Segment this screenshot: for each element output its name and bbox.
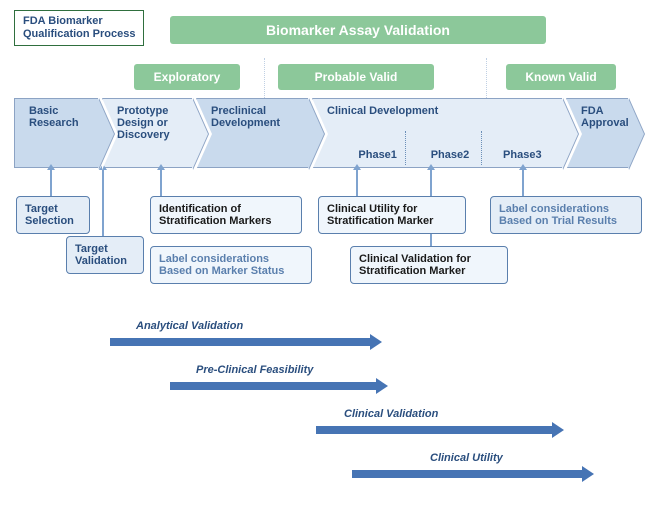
phase2: Phase2 <box>428 149 472 161</box>
chev-fda-l2: Approval <box>581 117 629 129</box>
banner-known-label: Known Valid <box>525 70 596 84</box>
phase1: Phase1 <box>355 149 399 161</box>
title-box: FDA Biomarker Qualification Process <box>14 10 144 46</box>
subphases: Phase1 Phase2 Phase3 <box>341 149 558 161</box>
chev-prototype: Prototype Design or Discovery <box>102 98 192 168</box>
chevron-row: Basic Research Prototype Design or Disco… <box>14 98 642 168</box>
chev-basic: Basic Research <box>14 98 98 168</box>
conn-ident <box>160 170 162 196</box>
box-identification: Identification of Stratification Markers <box>150 196 302 234</box>
banner-known: Known Valid <box>506 64 616 90</box>
box-target-validation: Target Validation <box>66 236 144 274</box>
conn-clin-util <box>356 170 358 196</box>
bx-ts-l2: Selection <box>25 215 74 227</box>
chev-basic-l1: Basic <box>29 105 58 117</box>
bx-ts-l1: Target <box>25 203 58 215</box>
bx-cv-l2: Stratification Marker <box>359 265 465 277</box>
banner-main-label: Biomarker Assay Validation <box>266 22 450 38</box>
chev-pre-l1: Preclinical <box>211 105 266 117</box>
chev-clinical: Clinical Development Phase1 Phase2 Phase… <box>312 98 562 168</box>
harrow-clinutil-label: Clinical Utility <box>430 452 503 464</box>
conn-target-val <box>102 170 104 236</box>
box-label-marker: Label considerations Based on Marker Sta… <box>150 246 312 284</box>
harrow-preclinical-label: Pre-Clinical Feasibility <box>196 364 313 376</box>
bx-id-l2: Stratification Markers <box>159 215 271 227</box>
harrow-clinval-label: Clinical Validation <box>344 408 438 420</box>
banner-probable-label: Probable Valid <box>315 70 398 84</box>
box-target-selection: Target Selection <box>16 196 90 234</box>
harrow-clinval <box>316 426 552 434</box>
chev-proto-l3: Discovery <box>117 129 170 141</box>
chev-preclinical: Preclinical Development <box>196 98 308 168</box>
conn-label-trial <box>522 170 524 196</box>
bx-lm-l2: Based on Marker Status <box>159 265 284 277</box>
chev-pre-l2: Development <box>211 117 280 129</box>
banner-probable: Probable Valid <box>278 64 434 90</box>
box-clin-utility: Clinical Utility for Stratification Mark… <box>318 196 466 234</box>
chev-proto-l2: Design or <box>117 117 168 129</box>
bx-tv-l1: Target <box>75 243 108 255</box>
sep-2 <box>486 58 487 98</box>
chev-clin-l1: Clinical Development <box>327 105 438 117</box>
bx-lt-l1: Label considerations <box>499 203 609 215</box>
banner-exploratory-label: Exploratory <box>154 70 221 84</box>
harrow-analytical-label: Analytical Validation <box>136 320 243 332</box>
harrow-analytical <box>110 338 370 346</box>
phase3: Phase3 <box>500 149 544 161</box>
chev-basic-l2: Research <box>29 117 79 129</box>
bx-lt-l2: Based on Trial Results <box>499 215 617 227</box>
bx-tv-l2: Validation <box>75 255 127 267</box>
bx-lm-l1: Label considerations <box>159 253 269 265</box>
bx-cu-l1: Clinical Utility for <box>327 203 417 215</box>
title-line1: FDA Biomarker <box>23 15 103 27</box>
bx-id-l1: Identification of <box>159 203 241 215</box>
title-line2: Qualification Process <box>23 28 135 40</box>
harrow-preclinical <box>170 382 376 390</box>
bx-cu-l2: Stratification Marker <box>327 215 433 227</box>
banner-exploratory: Exploratory <box>134 64 240 90</box>
sep-1 <box>264 58 265 98</box>
bx-cv-l1: Clinical Validation for <box>359 253 471 265</box>
banner-main: Biomarker Assay Validation <box>170 16 546 44</box>
chev-proto-l1: Prototype <box>117 105 168 117</box>
harrow-clinutil <box>352 470 582 478</box>
chev-fda-l1: FDA <box>581 105 604 117</box>
box-label-trial: Label considerations Based on Trial Resu… <box>490 196 642 234</box>
box-clin-validation: Clinical Validation for Stratification M… <box>350 246 508 284</box>
conn-target-sel <box>50 170 52 196</box>
